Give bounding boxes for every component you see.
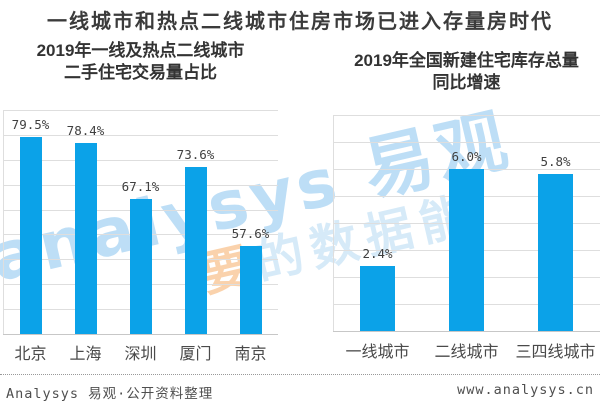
bar-value-label: 6.0% [451,149,482,164]
bar-上海 [74,142,97,334]
bar-北京 [19,137,42,334]
bar-group-南京: 57.6% [223,110,278,334]
category-label-南京: 南京 [234,346,267,363]
chart-right-x-axis-labels: 一线城市 二线城市 三四线城市 [333,338,600,362]
chart-right-plot-area: 2.4% 6.0% 5.8% [333,115,600,332]
bar-value-label: 5.8% [540,154,571,170]
chart-right-title: 2019年全国新建住宅库存总量 同比增速 [333,45,600,95]
chart-right-title-line1: 2019年全国新建住宅库存总量 [354,51,579,70]
x-axis-line [3,334,278,335]
chart-right-title-line2: 同比增速 [432,73,501,93]
gridline [3,110,278,111]
y-axis-line [3,110,4,334]
page-title: 一线城市和热点二线城市住房市场已进入存量房时代 [47,11,553,33]
bar-一线城市 [360,266,395,331]
bar-group-二线城市: 6.0% [422,115,511,331]
bar-厦门 [184,166,207,334]
chart-left-title-line2: 二手住宅交易量占比 [64,63,217,83]
bar-series: 79.5% 78.4% 67.1% 73.6% 57.6% [3,110,278,334]
gridline [3,184,278,186]
bar-深圳 [129,199,152,334]
bar-三四线城市 [538,174,573,331]
chart-secondhand-transaction-share: 2019年一线及热点二线城市 二手住宅交易量占比 79.5% 78.4% 67.1%… [3,40,278,363]
bar-group-厦门: 73.6% [168,110,223,334]
category-label-深圳: 深圳 [124,346,157,363]
category-label-一线城市: 一线城市 [345,344,410,361]
category-label-三四线城市: 三四线城市 [515,344,596,361]
bar-南京 [239,246,262,334]
chart-left-x-axis-labels: 北京 上海 深圳 厦门 南京 [3,340,278,364]
gridline [3,159,278,161]
gridline [333,142,600,143]
category-label-北京: 北京 [14,346,47,363]
bar-group-北京: 79.5% [3,110,58,334]
chart-left-title-line1: 2019年一线及热点二线城市 [36,41,245,60]
chart-new-housing-inventory-growth: 2019年全国新建住宅库存总量 同比增速 2.4% 6.0% 5.8% 一线城市 二线… [333,45,600,362]
bar-value-label: 57.6% [231,226,270,242]
website-link[interactable]: www.analysys.cn [457,382,594,398]
bar-value-label: 2.4% [362,246,393,262]
category-label-二线城市: 二线城市 [434,344,499,361]
chart-left-plot-area: 79.5% 78.4% 67.1% 73.6% 57.6% [3,110,278,335]
bar-二线城市 [449,169,484,331]
bar-value-label: 73.6% [176,146,215,162]
bar-group-深圳: 67.1% [113,110,168,334]
category-label-上海: 上海 [69,346,102,363]
category-label-厦门: 厦门 [179,346,212,363]
x-axis-line [333,331,600,332]
bar-value-label: 78.4% [66,122,105,138]
chart-left-title: 2019年一线及热点二线城市 二手住宅交易量占比 [3,40,278,85]
bar-group-一线城市: 2.4% [333,115,422,331]
bar-series: 2.4% 6.0% 5.8% [333,115,600,331]
bar-value-label: 67.1% [121,179,160,195]
bar-value-label: 79.5% [11,117,50,133]
gridline [3,134,278,136]
bar-group-上海: 78.4% [58,110,113,334]
footer-divider [0,374,600,375]
source-note: Analysys 易观·公开资料整理 [6,386,214,402]
y-axis-line [333,115,334,331]
gridline [333,115,600,116]
bar-group-三四线城市: 5.8% [511,115,600,331]
